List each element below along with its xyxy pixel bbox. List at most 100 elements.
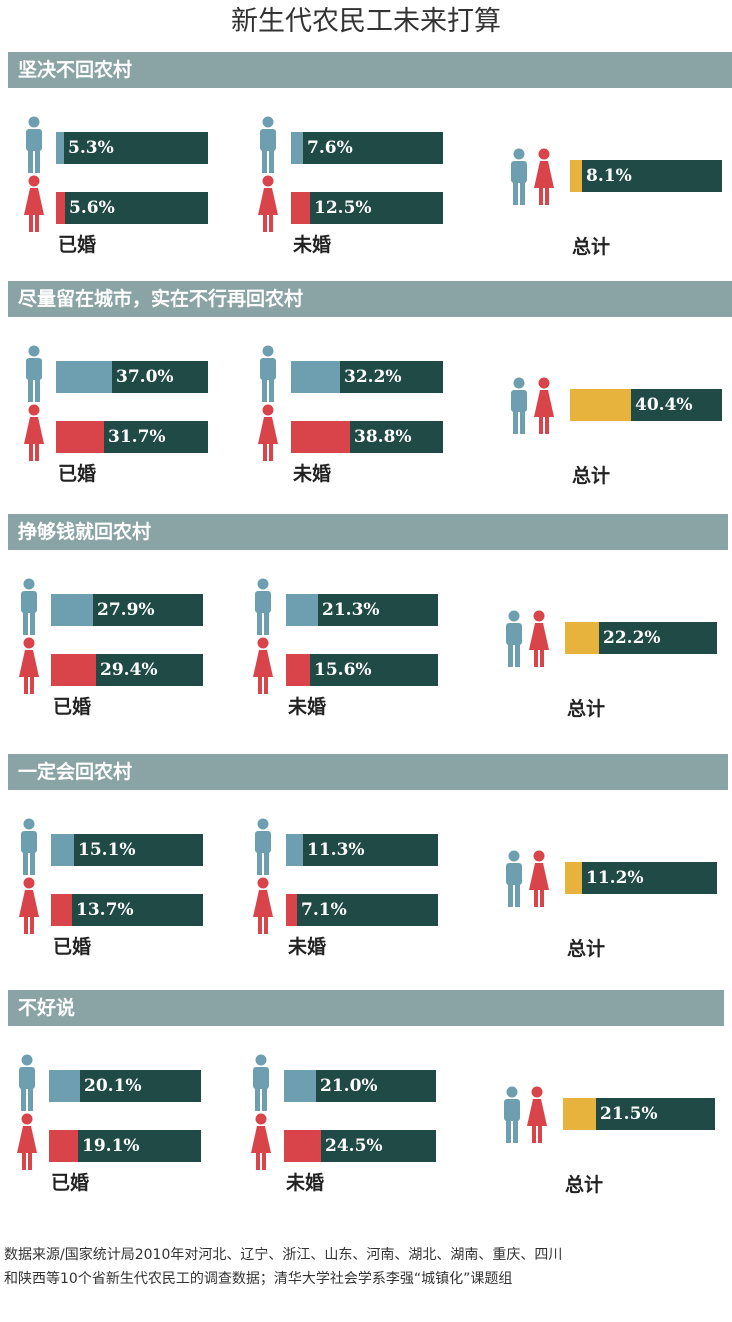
couple-icon — [508, 377, 558, 435]
bar-unmarried-female-fill — [286, 894, 297, 926]
footnote-line-1: 数据来源/国家统计局2010年对河北、辽宁、浙江、山东、河南、湖北、湖南、重庆、… — [4, 1247, 563, 1263]
bar-unmarried-male: 11.3% — [286, 834, 438, 866]
bar-married-male-label: 15.1% — [78, 840, 136, 860]
section-5: 不好说 20.1% 19.1% 已婚 21.0% 24.5% 未婚 21.5% 总计 — [0, 990, 732, 1220]
group-label-unmarried: 未婚 — [288, 696, 327, 718]
bar-unmarried-female-label: 7.1% — [301, 900, 347, 920]
bar-married-female-fill — [51, 654, 96, 686]
bar-married-male-label: 20.1% — [84, 1076, 142, 1096]
page-title: 新生代农民工未来打算 — [231, 6, 501, 37]
group-label-unmarried: 未婚 — [288, 936, 327, 958]
bar-married-female-fill — [51, 894, 72, 926]
group-label-married: 已婚 — [58, 234, 97, 256]
man-icon — [257, 116, 279, 178]
bar-married-male-label: 5.3% — [68, 138, 114, 158]
bar-total-label: 8.1% — [586, 166, 632, 186]
section-3: 挣够钱就回农村 27.9% 29.4% 已婚 21.3% 15.6% 未婚 22.2% 总计 — [0, 514, 732, 744]
woman-icon — [17, 877, 41, 939]
bar-unmarried-female: 7.1% — [286, 894, 438, 926]
woman-icon — [251, 877, 275, 939]
source-footnote: 数据来源/国家统计局2010年对河北、辽宁、浙江、山东、河南、湖北、湖南、重庆、… — [4, 1243, 728, 1291]
bar-married-female: 19.1% — [49, 1130, 201, 1162]
group-label-total: 总计 — [565, 1174, 604, 1196]
bar-unmarried-male-label: 21.0% — [320, 1076, 378, 1096]
bar-total-fill — [563, 1098, 596, 1130]
bar-unmarried-female: 24.5% — [284, 1130, 436, 1162]
bar-total: 21.5% — [563, 1098, 715, 1130]
bar-total-fill — [570, 389, 631, 421]
bar-married-male-label: 37.0% — [116, 367, 174, 387]
woman-icon — [22, 404, 46, 466]
group-label-married: 已婚 — [51, 1172, 90, 1194]
section-header: 挣够钱就回农村 — [8, 514, 728, 550]
group-label-unmarried: 未婚 — [293, 234, 332, 256]
bar-total-label: 11.2% — [586, 868, 644, 888]
section-header: 尽量留在城市，实在不行再回农村 — [8, 281, 732, 317]
bar-married-female-label: 5.6% — [69, 198, 115, 218]
bar-total-fill — [565, 862, 582, 894]
bar-married-female-fill — [56, 421, 104, 453]
bar-unmarried-male-label: 7.6% — [307, 138, 353, 158]
bar-total: 40.4% — [570, 389, 722, 421]
man-icon — [252, 578, 274, 640]
bar-married-male: 37.0% — [56, 361, 208, 393]
bar-married-female-fill — [49, 1130, 78, 1162]
bar-unmarried-male: 7.6% — [291, 132, 443, 164]
man-icon — [16, 1054, 38, 1116]
bar-total: 22.2% — [565, 622, 717, 654]
bar-unmarried-female-label: 24.5% — [325, 1136, 383, 1156]
bar-unmarried-male-fill — [291, 361, 340, 393]
bar-unmarried-female-fill — [291, 421, 350, 453]
bar-total-label: 21.5% — [600, 1104, 658, 1124]
man-icon — [250, 1054, 272, 1116]
woman-icon — [256, 175, 280, 237]
bar-married-male: 5.3% — [56, 132, 208, 164]
bar-married-female-label: 29.4% — [100, 660, 158, 680]
bar-unmarried-female-fill — [284, 1130, 321, 1162]
couple-icon — [503, 610, 553, 668]
bar-married-female: 5.6% — [56, 192, 208, 224]
bar-total-label: 22.2% — [603, 628, 661, 648]
woman-icon — [256, 404, 280, 466]
bar-married-female: 29.4% — [51, 654, 203, 686]
group-label-married: 已婚 — [53, 936, 92, 958]
woman-icon — [17, 637, 41, 699]
bar-unmarried-male-label: 11.3% — [307, 840, 365, 860]
bar-unmarried-male-label: 32.2% — [344, 367, 402, 387]
bar-unmarried-male-fill — [286, 594, 318, 626]
bar-total-fill — [565, 622, 599, 654]
group-label-married: 已婚 — [53, 696, 92, 718]
bar-unmarried-male-fill — [291, 132, 303, 164]
man-icon — [23, 345, 45, 407]
bar-married-male: 15.1% — [51, 834, 203, 866]
group-label-total: 总计 — [567, 698, 606, 720]
man-icon — [18, 578, 40, 640]
bar-unmarried-female: 12.5% — [291, 192, 443, 224]
bar-total: 11.2% — [565, 862, 717, 894]
bar-married-female-fill — [56, 192, 65, 224]
bar-unmarried-male-fill — [286, 834, 303, 866]
bar-married-male: 27.9% — [51, 594, 203, 626]
couple-icon — [501, 1086, 551, 1144]
woman-icon — [15, 1113, 39, 1175]
bar-unmarried-female-fill — [291, 192, 310, 224]
footnote-line-2: 和陕西等10个省新生代农民工的调查数据；清华大学社会学系李强“城镇化”课题组 — [4, 1271, 513, 1287]
bar-married-male-fill — [56, 132, 64, 164]
bar-married-female: 31.7% — [56, 421, 208, 453]
section-2: 尽量留在城市，实在不行再回农村 37.0% 31.7% 已婚 32.2% 38.8% 未婚 4… — [0, 281, 732, 511]
woman-icon — [22, 175, 46, 237]
bar-unmarried-female: 15.6% — [286, 654, 438, 686]
section-4: 一定会回农村 15.1% 13.7% 已婚 11.3% 7.1% 未婚 11.2% 总计 — [0, 754, 732, 984]
section-header: 一定会回农村 — [8, 754, 728, 790]
woman-icon — [249, 1113, 273, 1175]
bar-unmarried-male-label: 21.3% — [322, 600, 380, 620]
woman-icon — [251, 637, 275, 699]
bar-unmarried-female-label: 38.8% — [354, 427, 412, 447]
bar-married-male-fill — [56, 361, 112, 393]
bar-married-male-fill — [51, 594, 93, 626]
section-header: 坚决不回农村 — [8, 52, 732, 88]
group-label-total: 总计 — [567, 938, 606, 960]
man-icon — [23, 116, 45, 178]
group-label-married: 已婚 — [58, 463, 97, 485]
couple-icon — [503, 850, 553, 908]
